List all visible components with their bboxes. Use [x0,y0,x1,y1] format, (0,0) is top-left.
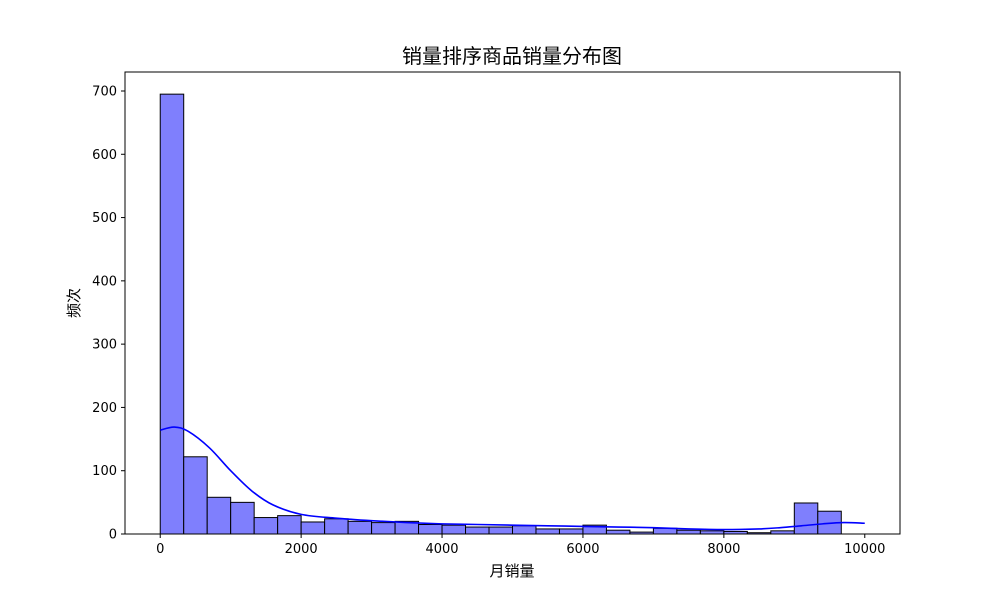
x-tick-label: 6000 [566,542,599,557]
chart-title: 销量排序商品销量分布图 [402,44,622,68]
x-axis-ticks: 0 2000 4000 6000 8000 10000 [156,534,885,557]
histogram-bar [418,524,443,535]
histogram-bar [230,501,255,535]
y-tick-label: 500 [92,211,117,226]
x-tick-label: 0 [156,542,164,557]
y-tick-label: 300 [92,338,117,353]
y-tick-label: 400 [92,274,117,289]
histogram-bar [676,529,701,535]
y-axis-label: 频次 [65,288,83,318]
y-tick-label: 100 [92,464,117,479]
histogram-bar [605,529,631,535]
histogram-bar [511,525,537,535]
y-tick-label: 0 [109,528,117,543]
x-tick-label: 10000 [844,542,885,557]
histogram-bar [183,456,208,535]
x-tick-label: 2000 [285,542,318,557]
histogram-bar [793,502,819,535]
histogram-bar [253,517,279,535]
histogram-bar [371,522,396,535]
histogram-bar [206,496,232,535]
histogram-bar [277,515,302,535]
histogram-bar [558,528,584,535]
x-tick-label: 8000 [707,542,740,557]
y-tick-label: 200 [92,401,117,416]
histogram-bar [535,528,560,535]
x-tick-label: 4000 [425,542,458,557]
kde-group [160,426,865,531]
histogram-bar [465,526,490,535]
plot-frame [124,71,901,535]
histogram-bar [441,524,467,535]
histogram-bar [159,93,185,535]
histogram-bar [488,526,513,535]
bars-group [159,93,842,535]
y-tick-label: 600 [92,148,117,163]
y-tick-label: 700 [92,84,117,99]
histogram-bar [324,518,349,535]
x-axis-label: 月销量 [489,562,534,580]
y-axis-ticks: 0 100 200 300 400 500 600 700 [92,84,125,543]
kde-line [160,426,865,531]
histogram-bar [347,520,373,535]
histogram-bar [300,521,326,535]
